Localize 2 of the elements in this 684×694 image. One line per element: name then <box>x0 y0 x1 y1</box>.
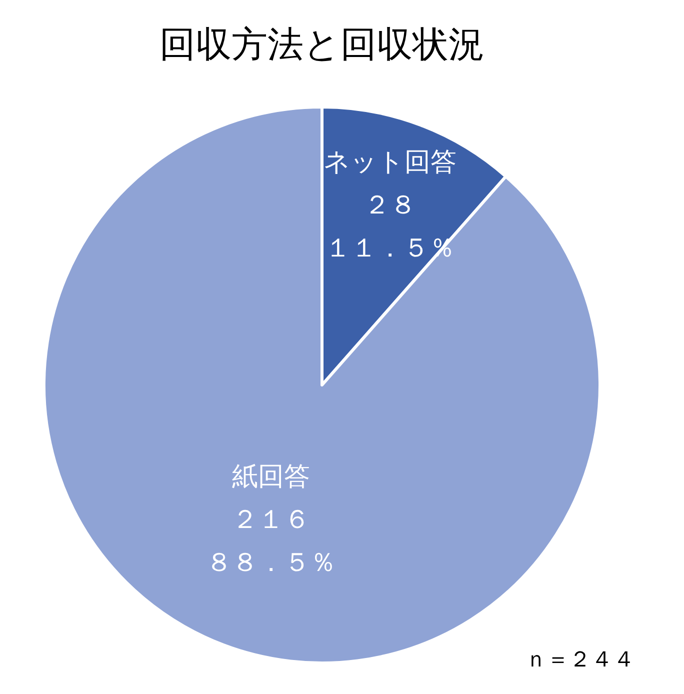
title: 回収方法と回収状況 <box>160 24 484 66</box>
annotation: ｎ＝２４４ <box>525 648 635 672</box>
